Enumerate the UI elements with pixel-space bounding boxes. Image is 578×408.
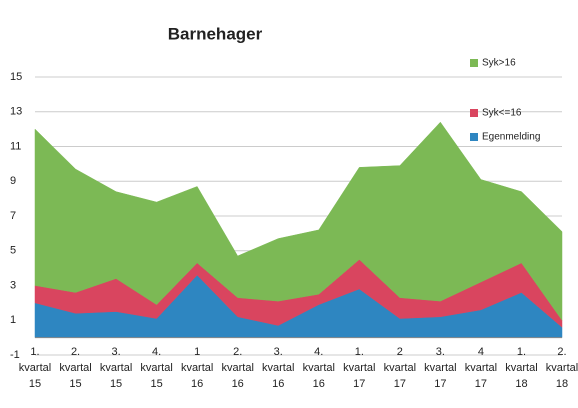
x-tick-label: 4 kvartal 17 bbox=[464, 345, 498, 390]
legend-label: Egenmelding bbox=[482, 132, 540, 143]
y-tick-label: 1 bbox=[10, 314, 16, 326]
chart-title: Barnehager bbox=[168, 24, 263, 43]
x-tick-label: 3. kvartal 15 bbox=[99, 345, 133, 390]
y-tick-label: 7 bbox=[10, 210, 16, 222]
y-tick-label: 5 bbox=[10, 245, 16, 257]
x-tick-label: 4. kvartal 16 bbox=[302, 345, 335, 390]
y-tick-label: 11 bbox=[10, 140, 21, 152]
legend-swatch bbox=[470, 59, 478, 67]
x-tick-label: 3. kvartal 16 bbox=[262, 345, 295, 390]
legend-label: Syk>16 bbox=[482, 58, 516, 69]
legend-swatch bbox=[470, 109, 478, 117]
y-tick-label: 15 bbox=[10, 71, 22, 83]
x-tick-label: 1 kvartal 16 bbox=[180, 345, 214, 390]
y-tick-label: -1 bbox=[10, 349, 20, 361]
legend-label: Syk<=16 bbox=[482, 108, 522, 119]
x-tick-label: 2. kvartal 15 bbox=[59, 345, 92, 390]
x-tick-label: 2 kvartal 17 bbox=[383, 345, 417, 390]
x-tick-label: 2. kvartal 18 bbox=[545, 345, 578, 390]
y-tick-label: 3 bbox=[10, 279, 16, 291]
x-tick-label: 1. kvartal 18 bbox=[505, 345, 538, 390]
y-tick-label: 13 bbox=[10, 106, 22, 118]
x-tick-label: 4. kvartal 15 bbox=[140, 345, 173, 390]
x-tick-label: 1. kvartal 17 bbox=[343, 345, 376, 390]
x-tick-label: 2. kvartal 16 bbox=[221, 345, 254, 390]
legend-swatch bbox=[470, 133, 478, 141]
area bbox=[34, 121, 563, 322]
x-tick-label: 1. kvartal 15 bbox=[18, 345, 52, 390]
y-tick-label: 9 bbox=[10, 175, 16, 187]
x-tick-label: 3. kvartal 17 bbox=[424, 345, 457, 390]
